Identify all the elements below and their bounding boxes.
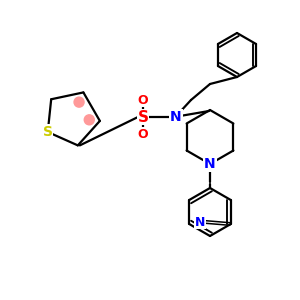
Text: O: O [138, 94, 148, 106]
Text: O: O [138, 128, 148, 140]
Circle shape [74, 97, 84, 107]
Text: N: N [195, 215, 205, 229]
Circle shape [84, 115, 94, 125]
Text: S: S [43, 125, 53, 139]
Text: N: N [204, 157, 216, 171]
Text: S: S [137, 110, 148, 124]
Text: N: N [170, 110, 182, 124]
